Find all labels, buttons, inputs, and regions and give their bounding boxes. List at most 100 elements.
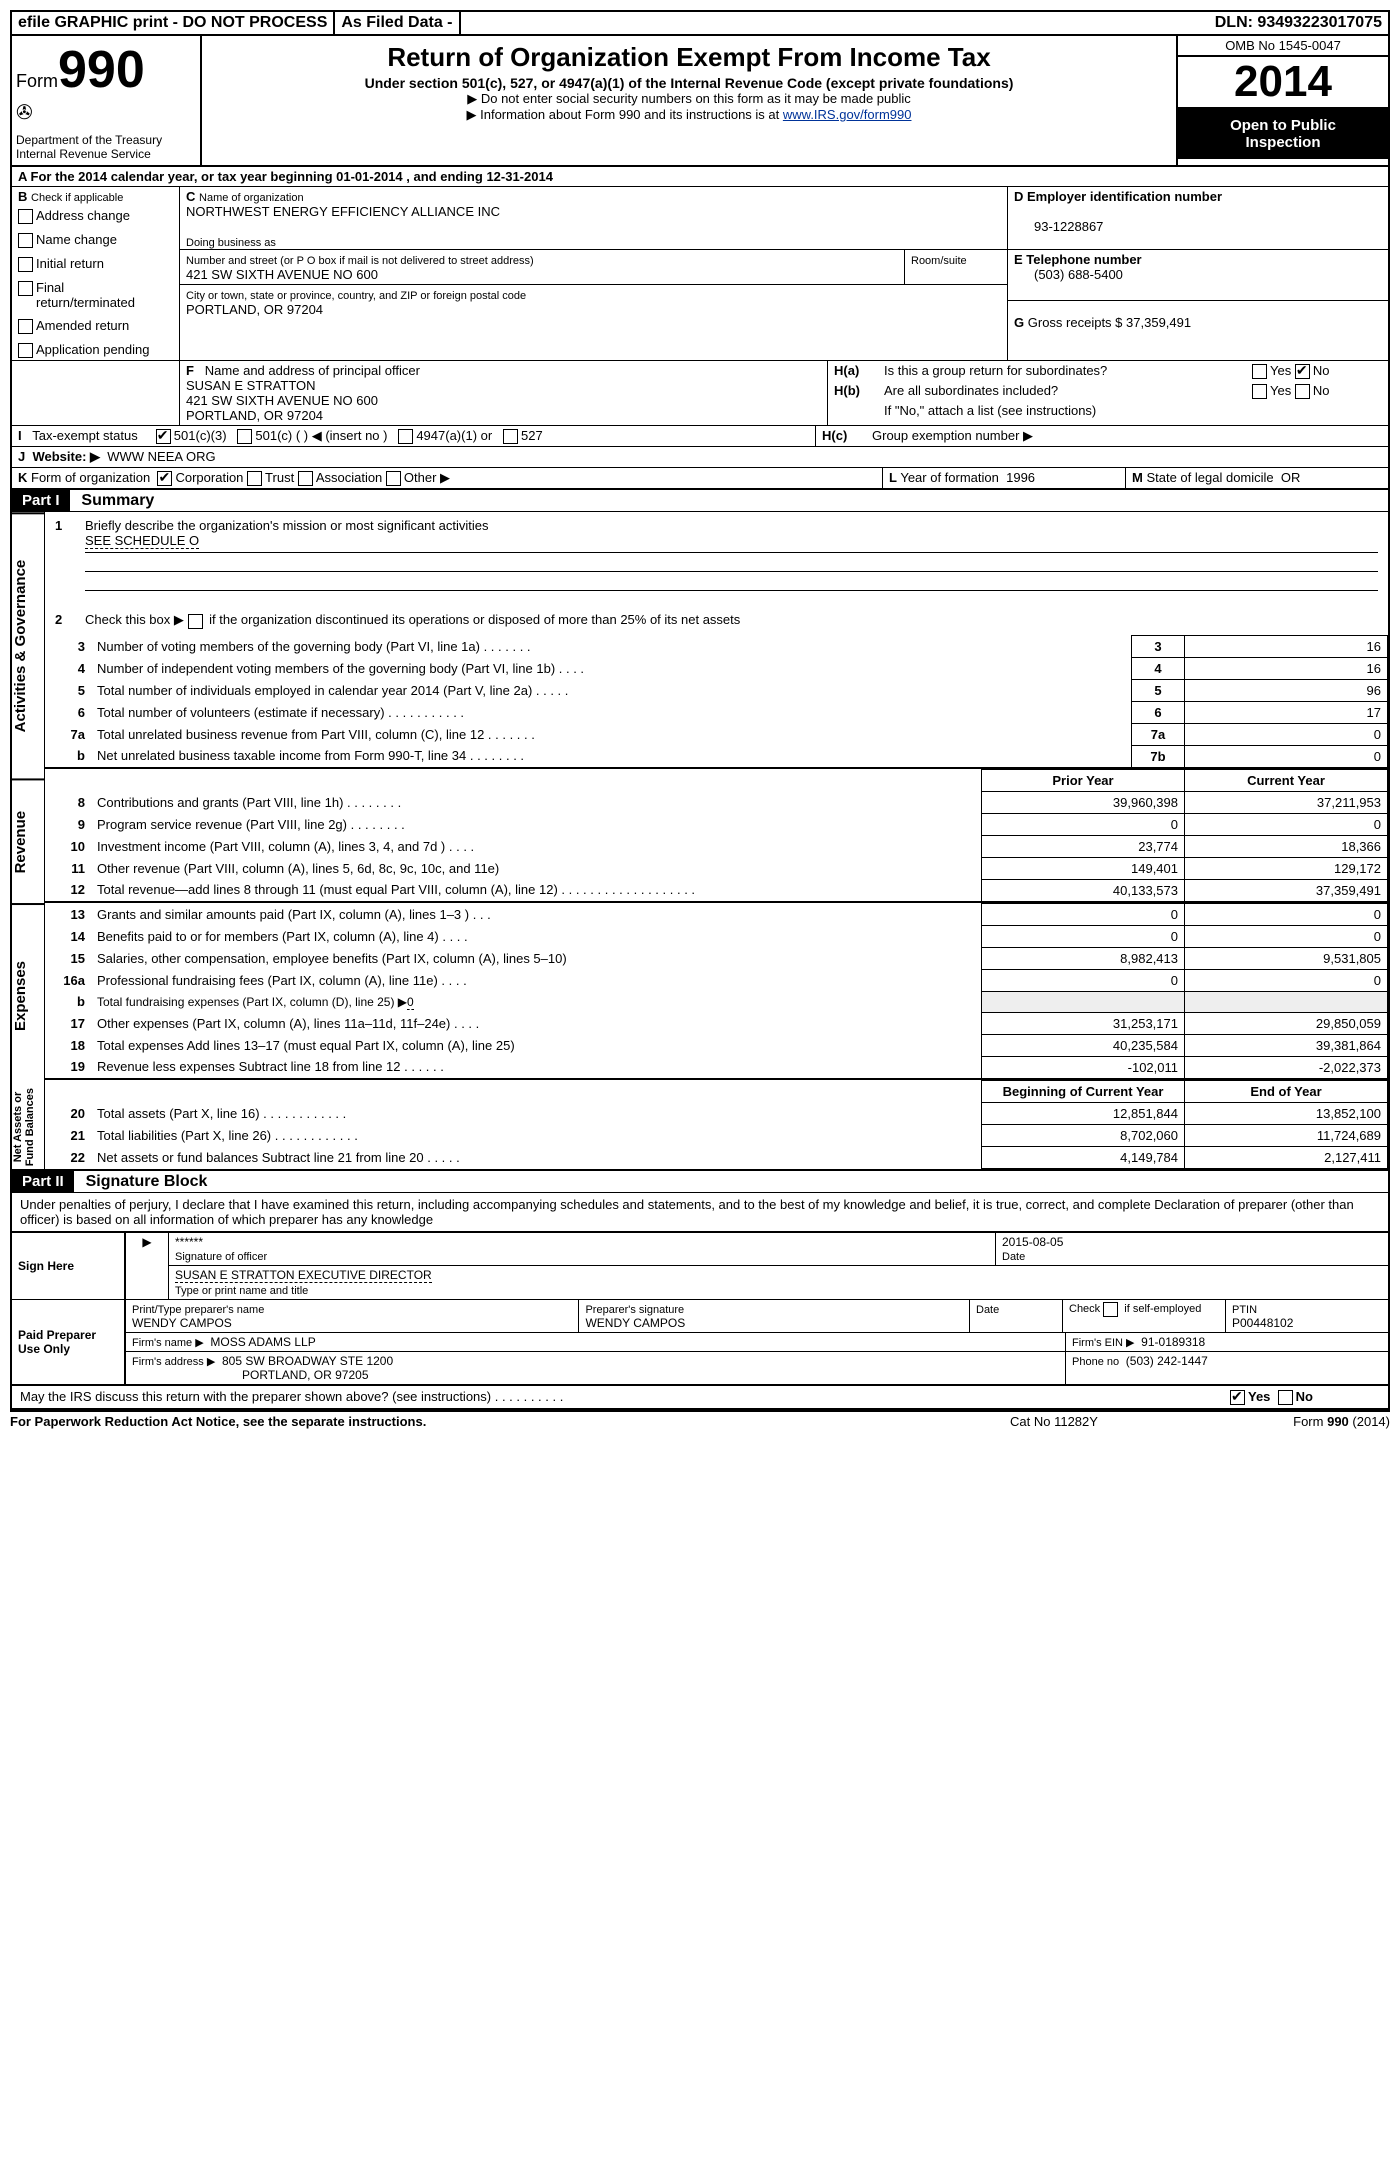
section-c: C Name of organization NORTHWEST ENERGY … [180,187,1007,360]
4947-checkbox[interactable] [398,429,413,444]
application-pending-checkbox[interactable] [18,343,33,358]
section-h: H(a) Is this a group return for subordin… [828,361,1388,425]
line-num: 20 [45,1102,91,1124]
table-row: 17 Other expenses (Part IX, column (A), … [45,1012,1388,1034]
discuss-yes-checkbox[interactable] [1230,1390,1245,1405]
phone-value: (503) 688-5400 [1014,267,1123,282]
hb-note: If "No," attach a list (see instructions… [828,401,1388,420]
line-value: 0 [1185,745,1388,768]
initial-return-checkbox[interactable] [18,257,33,272]
hb-yes-checkbox[interactable] [1252,384,1267,399]
527-checkbox[interactable] [503,429,518,444]
line-num: 11 [45,857,91,879]
website-value: WWW NEEA ORG [107,449,215,464]
501c3-checkbox[interactable] [156,429,171,444]
trust-checkbox[interactable] [247,471,262,486]
prior-value: 0 [982,903,1185,925]
cat-no: Cat No 11282Y [1010,1414,1210,1429]
irs-link[interactable]: www.IRS.gov/form990 [783,107,912,122]
address-change-checkbox[interactable] [18,209,33,224]
line-desc: Other expenses (Part IX, column (A), lin… [91,1012,982,1034]
begin-value: 4,149,784 [982,1146,1185,1168]
side-label-rev: Revenue [12,778,44,903]
self-emp-checkbox[interactable] [1103,1302,1118,1317]
line2-checkbox[interactable] [188,614,203,629]
current-value: 0 [1185,813,1388,835]
prior-value: 0 [982,969,1185,991]
part1-body: Activities & Governance Revenue Expenses… [10,511,1390,1170]
line-desc: Total liabilities (Part X, line 26) . . … [91,1124,982,1146]
other-checkbox[interactable] [386,471,401,486]
firm-addr1: 805 SW BROADWAY STE 1200 [222,1354,393,1368]
city-label: City or town, state or province, country… [186,290,526,302]
begin-value: 8,702,060 [982,1124,1185,1146]
section-k-label: K [18,470,27,485]
section-j-label: J [18,449,25,464]
ptin-value: P00448102 [1232,1316,1293,1330]
part1-title: Summary [73,492,154,509]
efile-label: efile GRAPHIC print - DO NOT PROCESS [12,12,335,34]
perjury-text: Under penalties of perjury, I declare th… [10,1192,1390,1231]
final-return-checkbox[interactable] [18,281,33,296]
table-row: 10 Investment income (Part VIII, column … [45,835,1388,857]
section-e-label: E Telephone number [1014,252,1142,267]
line2-num: 2 [55,612,62,627]
line-desc: Total revenue—add lines 8 through 11 (mu… [91,879,982,902]
omb-number: OMB No 1545-0047 [1178,36,1388,57]
ha-no-checkbox[interactable] [1295,364,1310,379]
current-value [1185,991,1388,1012]
firm-name: MOSS ADAMS LLP [210,1335,315,1349]
form-header: Form990 ✇ Department of the Treasury Int… [10,36,1390,167]
amended-return-checkbox[interactable] [18,319,33,334]
assoc-checkbox[interactable] [298,471,313,486]
line-num: 10 [45,835,91,857]
tax-exempt-label: Tax-exempt status [32,428,138,443]
final-return-label: Final return/terminated [36,280,156,310]
ein-value: 93-1228867 [1014,219,1103,234]
open-line2: Inspection [1245,134,1320,151]
ha-text: Is this a group return for subordinates? [884,363,1252,379]
discuss-no-checkbox[interactable] [1278,1390,1293,1405]
part1-content: 1 Briefly describe the organization's mi… [45,512,1388,1168]
form-title: Return of Organization Exempt From Incom… [212,42,1166,73]
hb-no-label: No [1313,383,1330,398]
corp-checkbox[interactable] [157,471,172,486]
line-desc: Number of independent voting members of … [91,657,1132,679]
current-value: 129,172 [1185,857,1388,879]
paid-preparer-label: Paid Preparer Use Only [11,1299,125,1385]
current-value: -2,022,373 [1185,1056,1388,1079]
line-desc: Professional fundraising fees (Part IX, … [91,969,982,991]
dln-value: 93493223017075 [1257,14,1382,31]
begin-value: 12,851,844 [982,1102,1185,1124]
table-row: 5 Total number of individuals employed i… [45,679,1388,701]
firm-addr2: PORTLAND, OR 97205 [132,1368,369,1382]
city-value: PORTLAND, OR 97204 [186,302,323,317]
tax-year: 2014 [1178,57,1388,109]
officer-name: SUSAN E STRATTON [186,378,316,393]
dln-label: DLN: [1215,14,1253,31]
name-change-checkbox[interactable] [18,233,33,248]
self-emp-label: Check if self-employed [1069,1303,1201,1315]
side-label-net: Net Assets or Fund Balances [12,1086,44,1168]
state-domicile-label: State of legal domicile [1146,470,1273,485]
line1-value: SEE SCHEDULE O [85,533,199,549]
check-if-applicable: Check if applicable [31,192,123,204]
line-num: 21 [45,1124,91,1146]
line-num: 5 [45,679,91,701]
table-row: 3 Number of voting members of the govern… [45,635,1388,657]
current-value: 18,366 [1185,835,1388,857]
hb-no-checkbox[interactable] [1295,384,1310,399]
section-b-label: B [18,189,27,204]
gross-receipts-value: 37,359,491 [1126,315,1191,330]
501c-checkbox[interactable] [237,429,252,444]
ha-yes-checkbox[interactable] [1252,364,1267,379]
ha-no-label: No [1313,363,1330,378]
type-name-label: Type or print name and title [175,1285,308,1297]
line-desc: Benefits paid to or for members (Part IX… [91,925,982,947]
line-num: 22 [45,1146,91,1168]
exp-table: 13 Grants and similar amounts paid (Part… [45,903,1388,1080]
527-label: 527 [521,428,543,443]
year-formation-value: 1996 [1006,470,1035,485]
line-label: 4 [1132,657,1185,679]
paperwork-notice: For Paperwork Reduction Act Notice, see … [10,1414,1010,1429]
